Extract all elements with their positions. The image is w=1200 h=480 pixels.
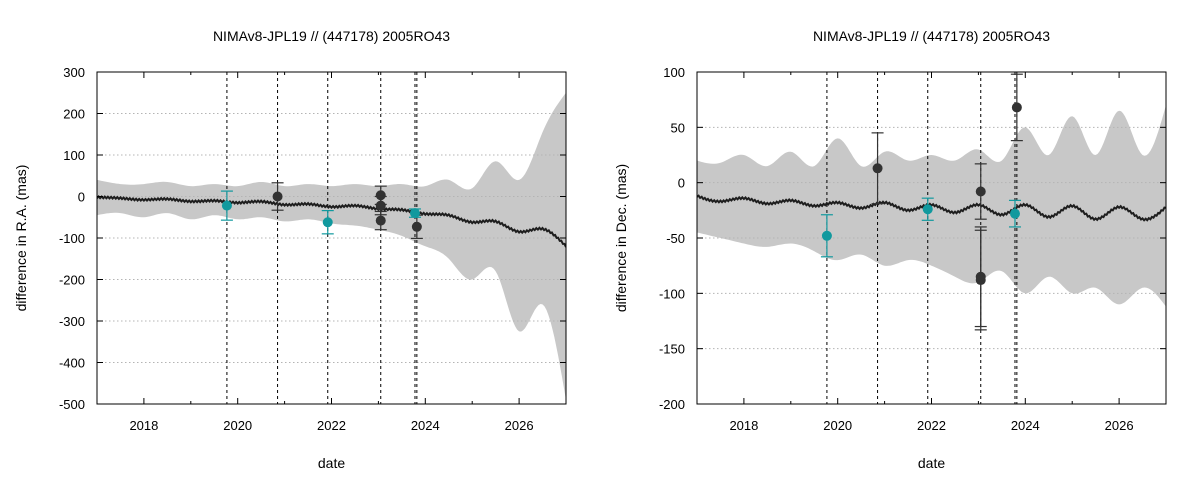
ra-x-axis-label: date — [318, 455, 345, 471]
ra-residual-chart: 300 200 100 0 -100 -200 -300 -400 -500 2018 2020 20… — [13, 28, 567, 471]
ra-ytick-label: -500 — [59, 397, 85, 412]
dec-ytick-label: 50 — [671, 120, 685, 135]
dec-ytick-label: -100 — [659, 286, 685, 301]
ra-ytick-label: -400 — [59, 356, 85, 371]
dec-xtick-label: 2018 — [729, 418, 758, 433]
ra-ytick-label: 100 — [63, 148, 85, 163]
ra-ytick-label: -300 — [59, 314, 85, 329]
dec-xtick-label: 2020 — [823, 418, 852, 433]
ra-highlighted-observation-point — [322, 217, 333, 228]
ra-observation-point — [375, 215, 386, 226]
ra-chart-svg: 300 200 100 0 -100 -200 -300 -400 -500 2018 2020 20… — [13, 28, 567, 471]
ra-observation-point — [411, 221, 422, 232]
ra-xtick-label: 2022 — [317, 418, 346, 433]
dec-observation-point — [975, 275, 986, 286]
dec-ytick-label: 0 — [678, 176, 685, 191]
dec-xtick-label: 2022 — [917, 418, 946, 433]
ra-model-curve — [97, 195, 566, 248]
ra-observation-point — [272, 191, 283, 202]
dec-observation-point — [975, 186, 986, 197]
ra-highlighted-observation-point — [221, 200, 232, 211]
ra-ytick-label: 0 — [78, 190, 85, 205]
ra-chart-title: NIMAv8-JPL19 // (447178) 2005RO43 — [213, 28, 450, 44]
dec-chart-title: NIMAv8-JPL19 // (447178) 2005RO43 — [813, 28, 1050, 44]
dec-highlighted-observation-point — [922, 204, 933, 215]
dec-ytick-label: -50 — [666, 231, 685, 246]
dec-xtick-label: 2024 — [1011, 418, 1040, 433]
ra-observation-point — [375, 200, 386, 211]
dec-highlighted-observation-point — [1009, 208, 1020, 219]
ra-uncertainty-band — [97, 92, 566, 400]
ra-y-axis-label: difference in R.A. (mas) — [13, 165, 29, 312]
ra-ytick-label: -100 — [59, 231, 85, 246]
dec-residual-chart: 100 50 0 -50 -100 -150 -200 2018 2020 2022 2024 202… — [600, 0, 1200, 480]
dec-y-axis-label: difference in Dec. (mas) — [613, 164, 629, 312]
dec-model-curve — [697, 194, 1166, 222]
ra-xtick-label: 2026 — [505, 418, 534, 433]
dec-observation-point — [872, 163, 883, 174]
ra-xtick-label: 2018 — [129, 418, 158, 433]
ra-highlighted-observation-point — [409, 208, 420, 219]
dec-xtick-label: 2026 — [1105, 418, 1134, 433]
ra-xtick-label: 2020 — [223, 418, 252, 433]
ra-xtick-label: 2024 — [411, 418, 440, 433]
dec-chart-svg: 100 50 0 -50 -100 -150 -200 2018 2020 2022 2024 202… — [613, 28, 1167, 471]
dec-observation-point — [1011, 102, 1022, 113]
dec-ytick-label: -150 — [659, 342, 685, 357]
dec-ytick-label: 100 — [663, 65, 685, 80]
dec-ytick-label: -200 — [659, 397, 685, 412]
dec-highlighted-observation-point — [821, 230, 832, 241]
ra-observation-point — [375, 190, 386, 201]
ra-ytick-label: 300 — [63, 65, 85, 80]
ra-ytick-label: 200 — [63, 107, 85, 122]
dec-x-axis-label: date — [918, 455, 945, 471]
ra-ytick-label: -200 — [59, 273, 85, 288]
